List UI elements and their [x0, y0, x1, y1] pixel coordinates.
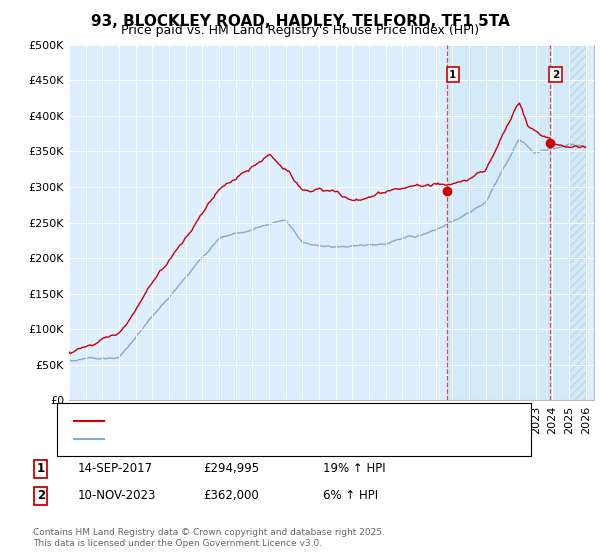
- Text: Price paid vs. HM Land Registry's House Price Index (HPI): Price paid vs. HM Land Registry's House …: [121, 24, 479, 37]
- Text: 1: 1: [37, 462, 45, 475]
- Text: Contains HM Land Registry data © Crown copyright and database right 2025.
This d: Contains HM Land Registry data © Crown c…: [33, 528, 385, 548]
- Text: 93, BLOCKLEY ROAD, HADLEY, TELFORD, TF1 5TA (detached house): 93, BLOCKLEY ROAD, HADLEY, TELFORD, TF1 …: [110, 416, 487, 426]
- Text: £294,995: £294,995: [203, 462, 259, 475]
- Text: 6% ↑ HPI: 6% ↑ HPI: [323, 489, 378, 502]
- Text: 1: 1: [449, 69, 457, 80]
- Text: 19% ↑ HPI: 19% ↑ HPI: [323, 462, 385, 475]
- Text: 10-NOV-2023: 10-NOV-2023: [78, 489, 157, 502]
- Text: £362,000: £362,000: [203, 489, 259, 502]
- Text: HPI: Average price, detached house, Telford and Wrekin: HPI: Average price, detached house, Telf…: [110, 434, 420, 444]
- Text: 93, BLOCKLEY ROAD, HADLEY, TELFORD, TF1 5TA: 93, BLOCKLEY ROAD, HADLEY, TELFORD, TF1 …: [91, 14, 509, 29]
- Text: 2: 2: [37, 489, 45, 502]
- Text: 14-SEP-2017: 14-SEP-2017: [78, 462, 153, 475]
- Text: 2: 2: [552, 69, 559, 80]
